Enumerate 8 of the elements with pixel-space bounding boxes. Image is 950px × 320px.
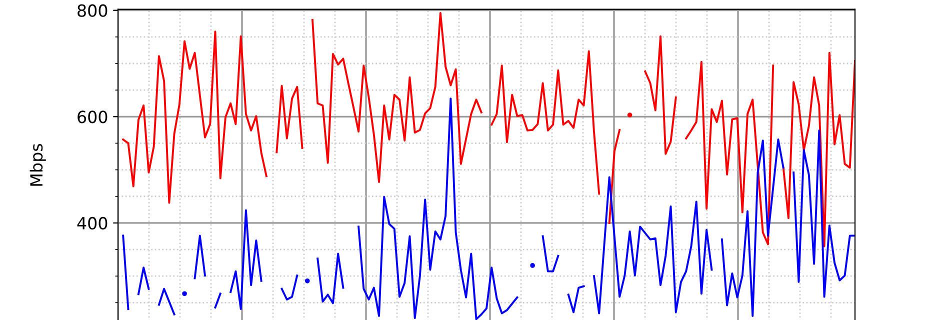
y-tick-label: 600	[78, 110, 108, 124]
point	[530, 263, 535, 268]
point	[627, 112, 632, 118]
point	[182, 291, 187, 296]
y-tick-label: 400	[77, 216, 108, 230]
y-axis-title: Mbps	[30, 144, 46, 186]
y-tick-label: 800	[78, 4, 108, 17]
point	[304, 278, 310, 284]
